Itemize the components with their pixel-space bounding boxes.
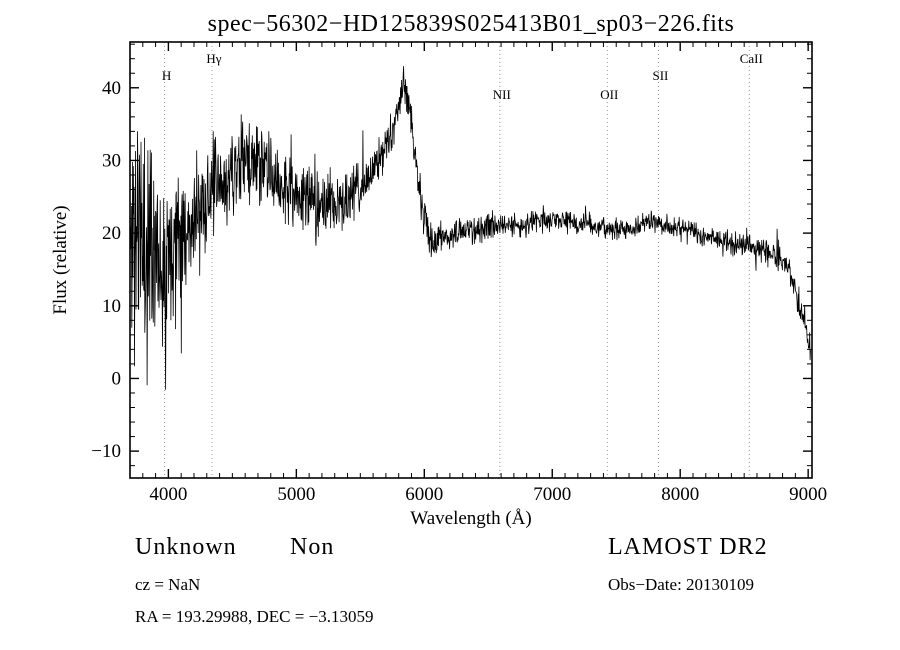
spectral-line-label: OII	[600, 87, 618, 102]
x-tick-label: 8000	[661, 484, 699, 505]
plot-title: spec−56302−HD125839S025413B01_sp03−226.f…	[208, 11, 735, 37]
y-tick-label: 0	[112, 368, 122, 389]
x-tick-label: 4000	[149, 484, 187, 505]
survey-label: LAMOST DR2	[608, 534, 768, 560]
y-axis-label: Flux (relative)	[50, 205, 71, 314]
y-tick-label: 40	[102, 78, 121, 99]
y-tick-label: 20	[102, 223, 121, 244]
x-tick-label: 9000	[789, 484, 827, 505]
spectrum-trace	[129, 66, 811, 390]
obs-date: Obs−Date: 20130109	[608, 575, 754, 594]
spectral-line-label: SII	[653, 68, 669, 83]
subclass-label: Non	[290, 534, 334, 560]
spectral-line-label: H	[162, 68, 171, 83]
ra-dec-value: RA = 193.29988, DEC = −3.13059	[135, 607, 373, 626]
generated-plot-layer: H Hγ NII OII SII CaII 4000 5000 6000 7000 8000 9000…	[91, 42, 827, 505]
x-tick-label: 5000	[277, 484, 315, 505]
classification-label: Unknown	[135, 534, 237, 560]
spectral-line-label: Hγ	[206, 51, 221, 66]
cz-value: cz = NaN	[135, 575, 200, 594]
y-tick-label: 10	[102, 296, 121, 317]
spectral-line-label: CaII	[740, 51, 763, 66]
y-tick-label: 30	[102, 150, 121, 171]
x-axis-label: Wavelength (Å)	[410, 508, 531, 529]
spectral-line-label: NII	[493, 87, 511, 102]
x-tick-label: 6000	[405, 484, 443, 505]
plot-frame	[129, 41, 813, 479]
x-tick-label: 7000	[533, 484, 571, 505]
y-tick-label: −10	[91, 441, 121, 462]
